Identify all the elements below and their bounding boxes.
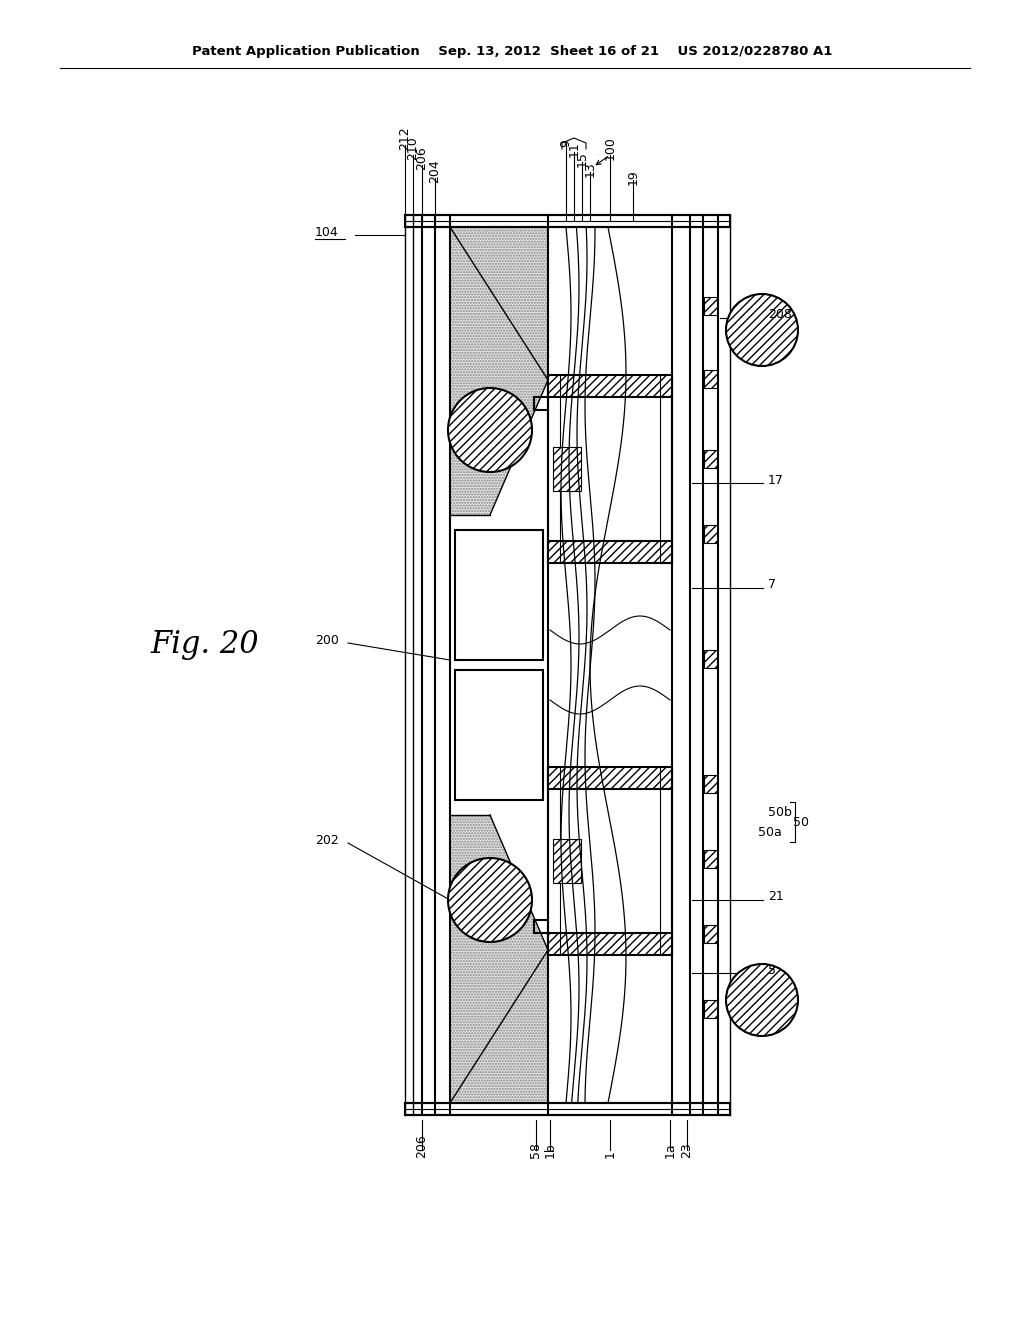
Polygon shape (450, 814, 548, 1104)
Text: 100: 100 (603, 136, 616, 160)
Text: 1a: 1a (664, 1142, 677, 1158)
Bar (705, 370, 717, 388)
Text: 206: 206 (416, 147, 428, 170)
Text: 208: 208 (768, 309, 792, 322)
Bar (705, 775, 717, 793)
Text: Patent Application Publication    Sep. 13, 2012  Sheet 16 of 21    US 2012/02287: Patent Application Publication Sep. 13, … (191, 45, 833, 58)
Bar (548, 375, 672, 397)
Text: 5: 5 (768, 964, 776, 977)
Text: Fig. 20: Fig. 20 (151, 630, 259, 660)
Text: 200: 200 (315, 634, 339, 647)
Circle shape (726, 964, 798, 1036)
Circle shape (726, 294, 798, 366)
Bar (455, 531, 543, 660)
Bar (406, 215, 730, 227)
Text: 50b: 50b (768, 805, 792, 818)
Text: 9: 9 (559, 139, 572, 147)
Text: 19: 19 (627, 169, 640, 185)
Bar (455, 671, 543, 800)
Text: 210: 210 (407, 136, 420, 160)
Text: 13: 13 (584, 161, 597, 177)
Text: 23: 23 (681, 1142, 693, 1158)
Bar (553, 447, 581, 491)
Text: 202: 202 (315, 833, 339, 846)
Text: 1b: 1b (544, 1142, 556, 1158)
Text: 204: 204 (428, 160, 441, 183)
Bar (406, 1104, 730, 1115)
Text: 7: 7 (768, 578, 776, 591)
Text: 58: 58 (529, 1142, 543, 1158)
Text: 50: 50 (793, 816, 809, 829)
Bar (705, 1001, 717, 1018)
Text: 17: 17 (768, 474, 784, 487)
Text: 11: 11 (567, 141, 581, 157)
Circle shape (449, 388, 532, 473)
Bar (705, 297, 717, 315)
Text: 15: 15 (575, 150, 589, 168)
Text: 21: 21 (768, 891, 783, 903)
Bar (705, 649, 717, 668)
Bar (705, 925, 717, 942)
Bar (553, 840, 581, 883)
Text: 1: 1 (603, 1150, 616, 1158)
Bar (548, 541, 672, 564)
Bar (548, 767, 672, 789)
Text: 206: 206 (416, 1134, 428, 1158)
Circle shape (449, 858, 532, 942)
Text: 212: 212 (398, 127, 412, 150)
Bar (705, 850, 717, 869)
Bar (705, 525, 717, 543)
Text: 104: 104 (315, 227, 339, 239)
Text: 50a: 50a (758, 825, 781, 838)
Polygon shape (450, 227, 548, 515)
Bar (548, 933, 672, 954)
Bar (705, 450, 717, 469)
